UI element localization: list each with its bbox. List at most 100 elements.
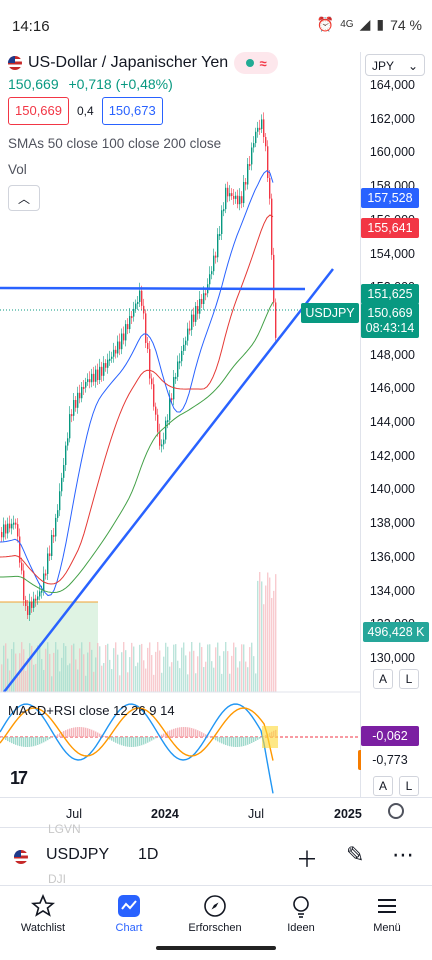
volume-bar: [17, 676, 19, 692]
price-change: +0,718 (+0,48%): [68, 76, 173, 92]
volume-bar: [95, 657, 97, 692]
more-icon[interactable]: ⋯: [392, 842, 414, 867]
pencil-icon[interactable]: ✎: [346, 842, 365, 867]
macd-bar: [57, 734, 59, 737]
tab-ideas[interactable]: Ideen: [258, 886, 344, 949]
volume-bar: [209, 644, 211, 692]
macd-bar: [25, 737, 27, 747]
market-status-pill[interactable]: ≈: [234, 52, 279, 74]
macd-bar: [31, 737, 33, 747]
volume-bar: [133, 646, 135, 692]
volume-bar: [141, 643, 143, 692]
volume-bar: [43, 669, 45, 692]
macd-bar: [7, 737, 9, 742]
currency-selector[interactable]: JPY ⌄: [365, 54, 425, 76]
collapse-legend-button[interactable]: ︿: [8, 185, 40, 211]
buy-button[interactable]: 150,673: [101, 97, 163, 125]
gear-icon[interactable]: [388, 803, 404, 819]
volume-bar: [143, 660, 145, 692]
volume-bar: [29, 643, 31, 692]
volume-bar: [115, 642, 117, 692]
time-axis[interactable]: Jul 2024 Jul 2025: [0, 797, 432, 828]
price-tick: 148,000: [369, 347, 415, 362]
macd-bar: [173, 728, 175, 737]
volume-bar: [271, 597, 273, 692]
macd-bar: [253, 737, 255, 743]
volume-bar: [257, 580, 259, 692]
timeframe-selector[interactable]: 1D: [138, 846, 159, 863]
sell-button[interactable]: 150,669: [8, 97, 69, 125]
volume-bar: [151, 655, 153, 692]
volume-bar: [1, 664, 3, 692]
macd-bar: [211, 737, 213, 738]
tab-label: Menü: [373, 922, 401, 934]
macd-bar: [219, 737, 221, 743]
tab-explore[interactable]: Erforschen: [172, 886, 258, 949]
plus-icon[interactable]: ＋: [296, 847, 319, 872]
macd-auto-button[interactable]: A: [373, 776, 393, 796]
volume-bar: [153, 674, 155, 692]
macd-bar: [41, 737, 43, 744]
volume-bar: [121, 652, 123, 692]
macd-bar: [189, 727, 191, 737]
volume-bar: [113, 648, 115, 692]
macd-bar: [131, 737, 133, 747]
symbol-selector[interactable]: USDJPY: [46, 846, 110, 863]
volume-bar: [241, 644, 243, 692]
macd-bar: [111, 737, 113, 741]
macd-bar: [197, 730, 199, 737]
tab-menu[interactable]: Menü: [344, 886, 430, 949]
macd-bar: [225, 737, 227, 746]
macd-tag: -0,062: [361, 726, 419, 746]
macd-bar: [27, 737, 29, 747]
macd-bar: [89, 728, 91, 737]
signal-icon: ◢: [359, 16, 371, 32]
macd-bar: [153, 737, 155, 740]
ascending-trendline[interactable]: [3, 268, 334, 693]
horizontal-resistance-line[interactable]: [0, 286, 306, 291]
volume-bar: [77, 669, 79, 692]
macd-bar: [1, 737, 3, 738]
macd-bar: [121, 737, 123, 746]
volume-bar: [81, 642, 83, 692]
volume-bar: [109, 659, 111, 692]
macd-bar: [71, 728, 73, 737]
tab-label: Ideen: [287, 922, 315, 934]
tab-chart[interactable]: Chart: [86, 886, 172, 949]
macd-histogram: [1, 727, 277, 747]
volume-bar: [249, 647, 251, 692]
macd-log-button[interactable]: L: [399, 776, 419, 796]
volume-legend[interactable]: Vol: [8, 162, 27, 177]
macd-bar: [217, 737, 219, 742]
volume-bar: [71, 645, 73, 692]
macd-bar: [147, 737, 149, 743]
volume-bar: [67, 665, 69, 692]
price-axis[interactable]: JPY ⌄ 164,000162,000160,000158,000156,00…: [301, 52, 432, 797]
price-tick: 142,000: [369, 448, 415, 463]
volume-bar: [273, 590, 275, 692]
macd-bar: [83, 727, 85, 737]
symbol-title[interactable]: US-Dollar / Japanischer Yen: [28, 54, 229, 71]
auto-scale-button[interactable]: A: [373, 669, 393, 689]
price-chart[interactable]: [0, 52, 360, 797]
volume-bar: [163, 656, 165, 692]
volume-bar: [149, 642, 151, 692]
volume-bar: [237, 667, 239, 692]
macd-bar: [135, 737, 137, 747]
tab-watchlist[interactable]: Watchlist: [0, 886, 86, 949]
macd-legend[interactable]: MACD+RSI close 12 26 9 14: [8, 703, 175, 718]
tab-label: Erforschen: [188, 922, 242, 934]
volume-bar: [275, 574, 277, 692]
volume-bar: [169, 666, 171, 692]
macd-bar: [65, 730, 67, 737]
volume-bar: [135, 666, 137, 692]
log-scale-button[interactable]: L: [399, 669, 419, 689]
volume-bars: [1, 572, 277, 692]
volume-bar: [173, 644, 175, 692]
volume-bar: [15, 653, 17, 692]
volume-bar: [239, 661, 241, 692]
volume-bar: [267, 572, 269, 692]
volume-bar: [79, 648, 81, 692]
tab-label: Chart: [115, 922, 143, 934]
sma-legend[interactable]: SMAs 50 close 100 close 200 close: [8, 136, 222, 151]
